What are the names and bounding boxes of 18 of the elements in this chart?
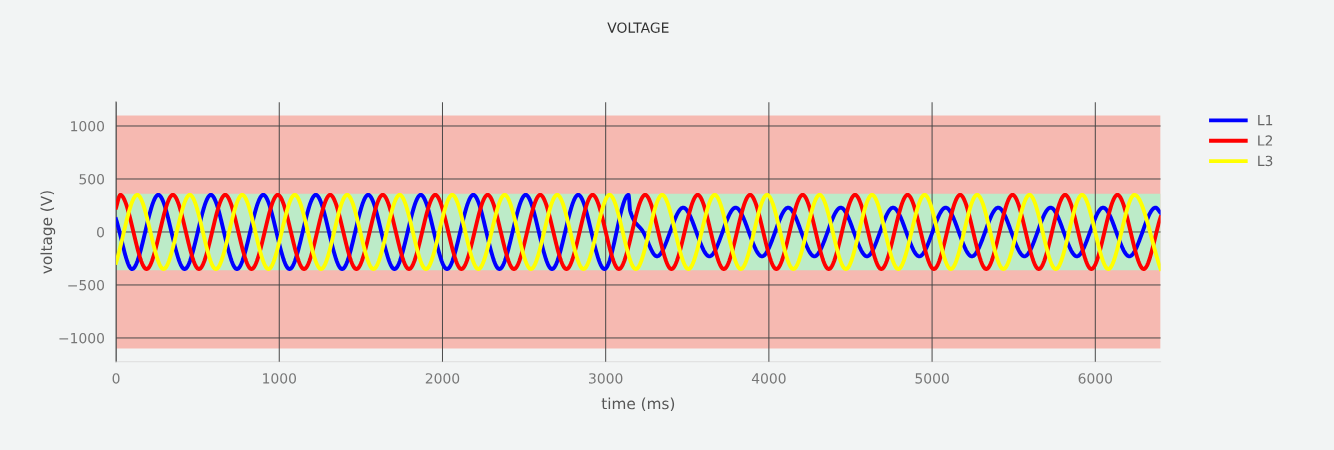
x-tick-label: 5000 bbox=[915, 373, 949, 384]
y-tick-label: 1000 bbox=[71, 120, 105, 132]
x-tick-label: 0 bbox=[112, 373, 120, 384]
y-axis-title: voltage (V) bbox=[40, 191, 56, 274]
y-tick-label: 0 bbox=[97, 226, 105, 238]
x-tick-label: 2000 bbox=[425, 373, 460, 384]
y-tick-label: −1000 bbox=[59, 332, 105, 344]
x-tick-label: 6000 bbox=[1078, 373, 1113, 384]
x-tick-label: 3000 bbox=[589, 373, 623, 384]
legend-label: L1 bbox=[1258, 115, 1273, 126]
x-tick-label: 4000 bbox=[751, 373, 786, 384]
y-tick-label: 500 bbox=[79, 173, 105, 185]
chart-title: VOLTAGE bbox=[607, 22, 669, 33]
legend-label: L2 bbox=[1258, 135, 1273, 146]
legend-label: L3 bbox=[1258, 155, 1273, 167]
x-axis-title: time (ms) bbox=[601, 397, 675, 412]
x-tick-label: 1000 bbox=[263, 373, 297, 384]
y-tick-label: −500 bbox=[68, 279, 105, 291]
